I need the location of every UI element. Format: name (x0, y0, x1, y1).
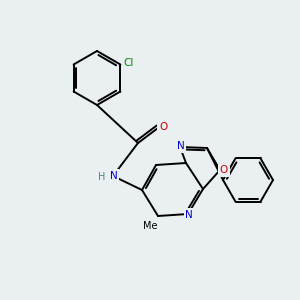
Text: N: N (185, 210, 193, 220)
Text: Me: Me (143, 221, 157, 231)
Text: O: O (159, 122, 167, 132)
Text: N: N (177, 141, 185, 151)
Text: H: H (98, 172, 106, 182)
Text: N: N (110, 171, 118, 181)
Text: Cl: Cl (123, 58, 134, 68)
Text: O: O (220, 165, 228, 175)
